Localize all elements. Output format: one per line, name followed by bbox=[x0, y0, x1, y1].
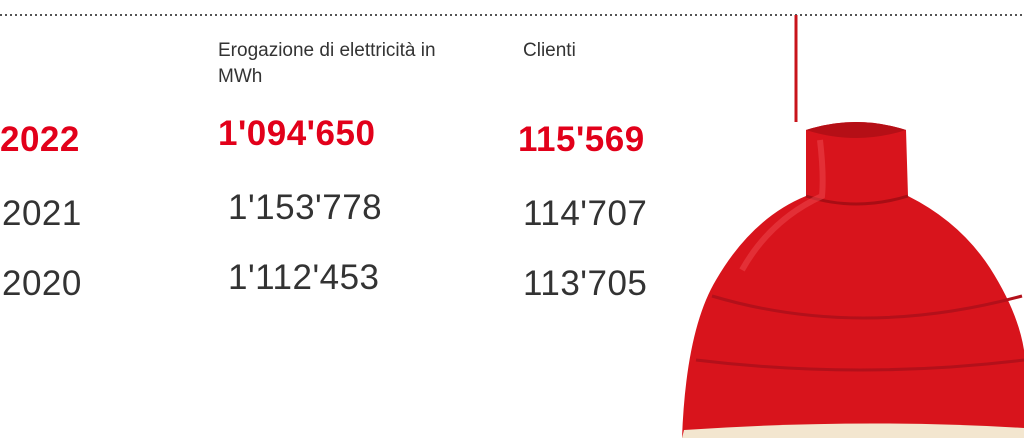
year: 2022 bbox=[0, 120, 80, 160]
lamp bbox=[682, 122, 1024, 438]
column-header: Erogazione di elettricità in MWh bbox=[218, 38, 468, 90]
year: 2021 bbox=[2, 194, 82, 234]
decoration bbox=[0, 0, 1024, 438]
value: 1'094'650 bbox=[218, 114, 375, 154]
column-header: Clienti bbox=[523, 38, 576, 64]
value: 1'153'778 bbox=[228, 188, 382, 228]
value: 114'707 bbox=[523, 194, 647, 234]
value: 115'569 bbox=[518, 120, 645, 160]
page: {"table": { "headers": ["Erogazione di e… bbox=[0, 0, 1024, 438]
value: 1'112'453 bbox=[228, 258, 380, 298]
value: 113'705 bbox=[523, 264, 647, 304]
year: 2020 bbox=[2, 264, 82, 304]
